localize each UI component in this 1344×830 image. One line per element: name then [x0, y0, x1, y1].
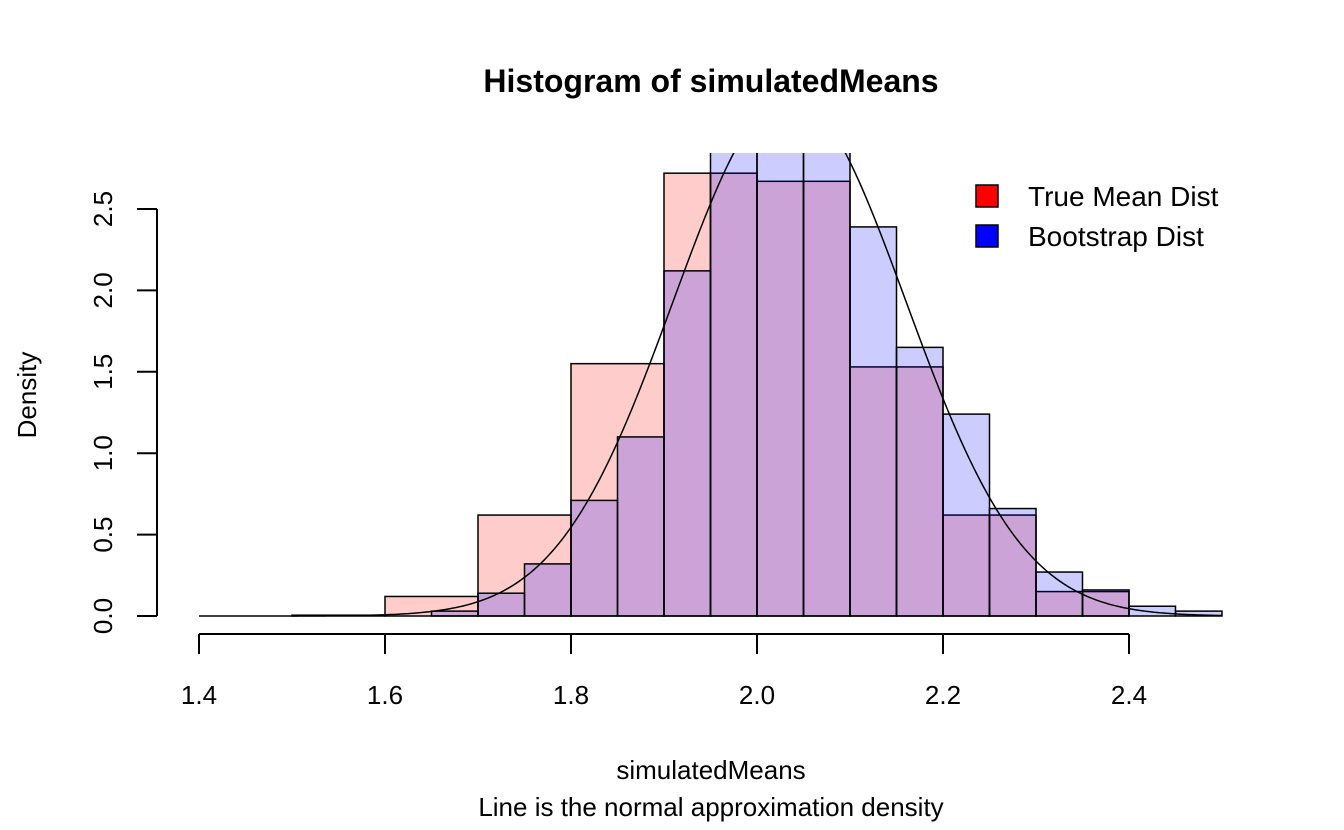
bars-layer — [291, 153, 1223, 617]
bar-bootstrap-dist-6 — [709, 153, 758, 617]
bar-bootstrap-dist-8 — [802, 153, 851, 617]
legend-swatch-bootstrap — [975, 224, 999, 248]
y-axis: 0.0 0.5 1.0 1.5 2.0 2.5 — [88, 191, 158, 634]
y-tick-label-5: 2.5 — [88, 191, 118, 227]
bar-bootstrap-dist-1 — [477, 592, 526, 617]
x-tick-label-4: 2.2 — [925, 680, 961, 710]
y-tick-label-4: 2.0 — [88, 272, 118, 308]
y-axis-label: Density — [12, 352, 42, 439]
bar-bootstrap-dist-0 — [430, 610, 479, 617]
bar-bootstrap-dist-11 — [942, 413, 991, 617]
x-axis-label: simulatedMeans — [616, 755, 805, 785]
legend-swatch-true-mean — [975, 184, 999, 208]
density-curve-layer — [199, 153, 1223, 617]
bar-bootstrap-dist-4 — [616, 436, 665, 617]
legend-label-bootstrap: Bootstrap Dist — [1028, 221, 1204, 252]
bar-true-mean-dist-11 — [942, 514, 991, 617]
bar-bootstrap-dist-13 — [1035, 571, 1084, 617]
x-axis: 1.4 1.6 1.8 2.0 2.2 2.4 — [181, 633, 1147, 710]
bar-bootstrap-dist-5 — [663, 270, 712, 617]
y-tick-label-1: 0.5 — [88, 517, 118, 553]
bar-bootstrap-dist-9 — [849, 226, 898, 617]
x-tick-label-5: 2.4 — [1111, 680, 1147, 710]
bar-bootstrap-dist-3 — [570, 499, 619, 617]
x-tick-label-0: 1.4 — [181, 680, 217, 710]
x-tick-label-1: 1.6 — [367, 680, 403, 710]
y-tick-label-2: 1.0 — [88, 435, 118, 471]
legend-label-true-mean: True Mean Dist — [1028, 181, 1219, 212]
x-tick-label-2: 1.8 — [553, 680, 589, 710]
y-tick-label-3: 1.5 — [88, 354, 118, 390]
chart-title: Histogram of simulatedMeans — [483, 63, 938, 99]
bar-bootstrap-dist-7 — [756, 153, 805, 617]
bar-bootstrap-dist-12 — [988, 507, 1037, 617]
bar-true-mean-dist-10 — [895, 366, 944, 617]
legend: True Mean Dist Bootstrap Dist — [975, 181, 1219, 252]
chart-subtitle: Line is the normal approximation density — [478, 792, 943, 822]
bar-bootstrap-dist-15 — [1128, 605, 1177, 617]
x-tick-label-3: 2.0 — [739, 680, 775, 710]
bar-true-mean-dist-9 — [849, 366, 898, 617]
bar-bootstrap-dist-10 — [895, 346, 944, 617]
normal-density-curve — [199, 153, 1223, 617]
y-tick-label-0: 0.0 — [88, 598, 118, 634]
